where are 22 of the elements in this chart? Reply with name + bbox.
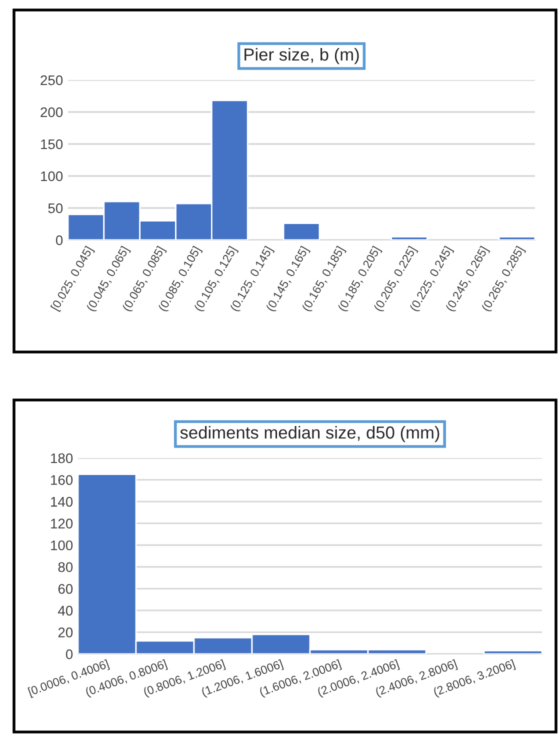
- y-tick-label: 0: [56, 235, 63, 246]
- y-tick-label: 250: [40, 75, 63, 86]
- y-tick-label: 40: [58, 606, 73, 616]
- bar: [390, 236, 428, 240]
- y-tick-label: 120: [51, 518, 73, 529]
- y-tick-label: 0: [66, 649, 73, 660]
- chart-title: Pier size, b (m): [244, 48, 359, 64]
- y-tick-label: 80: [58, 562, 73, 572]
- y-tick-label: 200: [40, 107, 63, 118]
- y-tick-label: 20: [58, 628, 73, 638]
- y-tick-label: 140: [51, 496, 73, 507]
- y-tick-label: 50: [48, 203, 63, 214]
- y-tick-label: 100: [41, 171, 63, 182]
- chart-title: sediments median size, d50 (mm): [180, 426, 440, 442]
- y-tick-label: 180: [51, 453, 73, 464]
- y-tick-label: 150: [41, 139, 63, 150]
- bar: [282, 222, 320, 240]
- bar: [498, 236, 535, 240]
- y-tick-label: 100: [51, 540, 73, 550]
- y-tick-label: 60: [58, 584, 73, 594]
- y-tick-label: 160: [51, 475, 73, 485]
- bar: [483, 650, 542, 654]
